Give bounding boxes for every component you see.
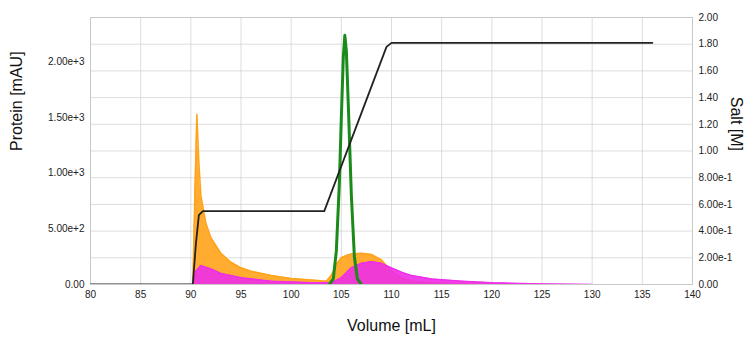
- svg-text:105: 105: [333, 289, 350, 300]
- svg-text:115: 115: [434, 289, 450, 300]
- svg-text:95: 95: [235, 289, 247, 300]
- svg-text:4.00e-1: 4.00e-1: [699, 225, 733, 236]
- svg-text:125: 125: [534, 289, 551, 300]
- svg-text:1.80: 1.80: [699, 38, 719, 49]
- svg-text:1.40: 1.40: [699, 92, 719, 103]
- svg-text:2.00e-1: 2.00e-1: [699, 252, 733, 263]
- svg-text:80: 80: [85, 289, 97, 300]
- svg-text:130: 130: [584, 289, 601, 300]
- svg-text:8.00e-1: 8.00e-1: [699, 172, 733, 183]
- svg-text:85: 85: [135, 289, 147, 300]
- svg-text:90: 90: [185, 289, 197, 300]
- svg-text:1.20: 1.20: [699, 119, 719, 130]
- svg-text:110: 110: [384, 289, 400, 300]
- svg-text:1.00e+3: 1.00e+3: [48, 167, 85, 178]
- svg-text:135: 135: [634, 289, 651, 300]
- svg-text:120: 120: [483, 289, 500, 300]
- svg-text:0.00: 0.00: [699, 279, 719, 290]
- svg-text:140: 140: [684, 289, 701, 300]
- svg-text:0.00: 0.00: [65, 279, 85, 290]
- svg-text:Salt [M]: Salt [M]: [728, 97, 745, 151]
- svg-text:1.60: 1.60: [699, 65, 719, 76]
- svg-text:6.00e-1: 6.00e-1: [699, 199, 733, 210]
- svg-text:Volume [mL]: Volume [mL]: [347, 317, 436, 334]
- svg-text:2.00: 2.00: [699, 12, 719, 23]
- svg-text:1.00: 1.00: [699, 145, 719, 156]
- svg-text:2.00e+3: 2.00e+3: [48, 56, 85, 67]
- svg-text:Protein [mAU]: Protein [mAU]: [8, 51, 25, 151]
- svg-text:5.00e+2: 5.00e+2: [48, 223, 85, 234]
- svg-text:1.50e+3: 1.50e+3: [48, 112, 85, 123]
- svg-text:100: 100: [283, 289, 300, 300]
